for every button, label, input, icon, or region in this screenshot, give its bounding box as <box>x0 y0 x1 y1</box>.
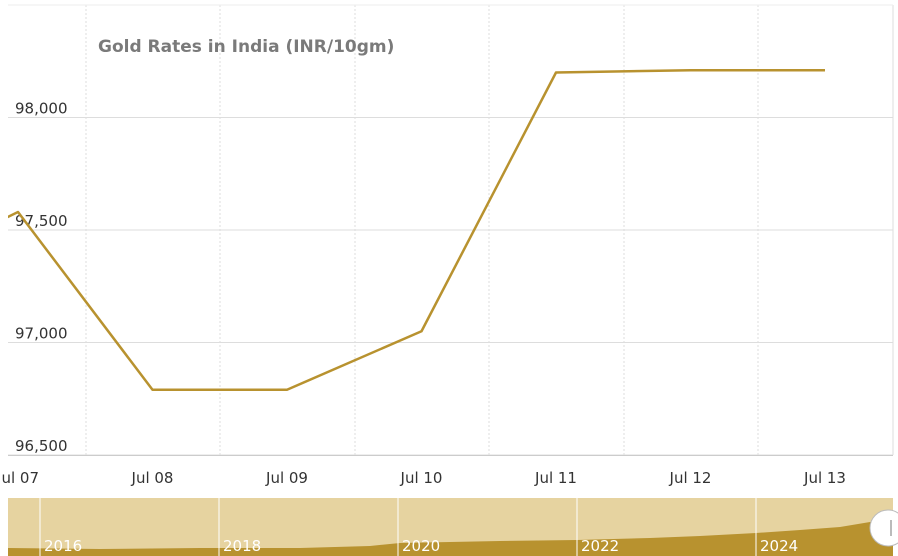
navigator-label: 2016 <box>44 537 82 555</box>
line-series <box>8 69 825 391</box>
navigator-label: 2018 <box>223 537 261 555</box>
x-tick-label: Jul 08 <box>131 469 174 487</box>
x-tick-label: Jul 10 <box>400 469 443 487</box>
navigator-label: 2020 <box>402 537 440 555</box>
navigator-labels: 2016 2018 2020 2022 2024 <box>39 498 798 556</box>
x-tick-label: Jul 07 <box>0 469 39 487</box>
y-tick-label: 98,000 <box>15 100 68 118</box>
chart-title: Gold Rates in India (INR/10gm) <box>98 37 394 57</box>
navigator-area <box>8 520 893 556</box>
navigator-handle[interactable] <box>869 509 898 547</box>
x-tick-label: Jul 12 <box>669 469 712 487</box>
x-tick-label: Jul 11 <box>534 469 577 487</box>
x-axis-labels: Jul 07 Jul 08 Jul 09 Jul 10 Jul 11 Jul 12 Jul … <box>0 469 846 487</box>
y-tick-label: 96,500 <box>15 437 68 455</box>
y-tick-label: 97,000 <box>15 325 68 343</box>
series-group <box>8 69 825 391</box>
grid: 96,500 97,000 97,500 98,000 <box>8 100 893 456</box>
navigator-label: 2024 <box>760 537 798 555</box>
x-tick-label: Jul 13 <box>803 469 846 487</box>
y-tick-label: 97,500 <box>15 212 68 230</box>
navigator: 2016 2018 2020 2022 2024 <box>8 498 898 556</box>
x-tick-label: Jul 09 <box>265 469 308 487</box>
navigator-label: 2022 <box>581 537 619 555</box>
